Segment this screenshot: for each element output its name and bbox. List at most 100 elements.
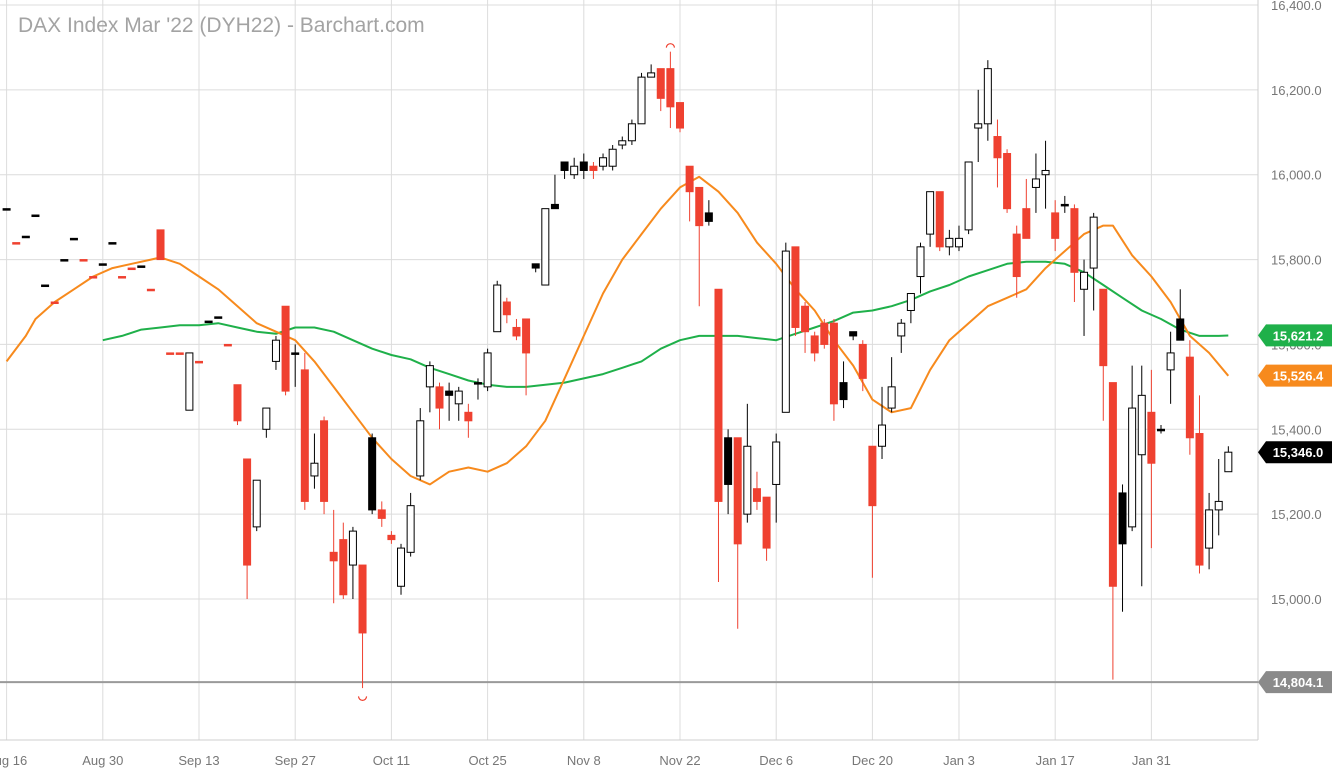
candle-body: [512, 326, 521, 337]
candle-body: [281, 305, 290, 392]
candle-body: [1147, 411, 1156, 464]
x-tick-label: Nov 22: [659, 753, 700, 768]
candle-body: [31, 214, 40, 218]
candle-body: [685, 165, 694, 193]
candle-body: [69, 237, 78, 241]
price-tag-background: [1258, 441, 1332, 464]
candle-body: [714, 288, 723, 502]
price-tag-label: 15,621.2: [1273, 328, 1324, 343]
candle: [695, 186, 704, 307]
candle-body: [531, 263, 540, 269]
candle: [743, 403, 752, 523]
candle-body: [1166, 352, 1175, 371]
candle: [493, 280, 502, 333]
candle-body: [156, 229, 165, 261]
candle: [983, 60, 992, 141]
candle: [1031, 153, 1040, 213]
candle-body: [175, 352, 184, 355]
candle: [358, 564, 367, 689]
candle: [791, 246, 800, 336]
y-tick-label: 15,000.0: [1271, 592, 1322, 607]
candle: [1147, 369, 1156, 549]
candle: [868, 445, 877, 578]
x-tick-label: Sep 27: [275, 753, 316, 768]
candle: [339, 522, 348, 599]
candle: [204, 320, 213, 324]
candle-body: [300, 369, 309, 502]
candle-body: [791, 246, 800, 328]
candle-body: [1041, 169, 1050, 176]
candle-body: [743, 445, 752, 515]
candle: [195, 360, 203, 364]
x-tick-label: Jan 31: [1132, 753, 1171, 768]
candle: [627, 119, 636, 146]
candle: [522, 318, 531, 396]
candle: [473, 378, 482, 400]
candle: [1128, 365, 1137, 532]
candle-body: [425, 365, 434, 388]
candle-body: [41, 284, 50, 288]
candle: [214, 316, 223, 319]
candle-body: [849, 331, 858, 337]
candle: [772, 433, 781, 523]
candle: [310, 433, 319, 489]
x-axis: Aug 16 Aug 30 Sep 13 Sep 27 Oct 11 Oct 25 Nov …: [0, 753, 1171, 768]
candle: [368, 433, 377, 515]
candle-body: [1099, 288, 1108, 367]
candle-body: [214, 316, 223, 319]
candle-body: [204, 320, 213, 324]
candle-body: [627, 123, 636, 142]
candle-body: [223, 343, 232, 347]
candle-body: [252, 479, 261, 528]
candle: [781, 242, 790, 413]
candle: [223, 343, 232, 347]
candle: [300, 352, 309, 510]
candle: [262, 407, 271, 438]
candle-body: [1185, 356, 1194, 439]
candle: [1089, 212, 1098, 311]
candle-body: [550, 203, 559, 210]
x-tick-label: Sep 13: [178, 753, 219, 768]
candle-body: [1108, 382, 1117, 587]
candle: [1099, 288, 1108, 421]
candle: [50, 301, 59, 304]
x-tick-label: Dec 6: [759, 753, 793, 768]
candle: [243, 458, 252, 599]
x-tick-label: Oct 25: [468, 753, 506, 768]
candle: [1224, 446, 1233, 473]
candle-body: [887, 386, 896, 409]
candle: [589, 161, 598, 179]
candle: [69, 237, 78, 241]
x-tick-label: Jan 17: [1036, 753, 1075, 768]
candle-body: [858, 343, 867, 379]
candle: [1003, 149, 1012, 213]
y-tick-label: 15,200.0: [1271, 507, 1322, 522]
candle-body: [1214, 500, 1223, 511]
candle: [118, 276, 127, 279]
candle: [1176, 289, 1185, 341]
candle-body: [647, 72, 656, 78]
candle: [98, 263, 107, 266]
x-tick-label: Aug 30: [82, 753, 123, 768]
candle: [291, 344, 300, 387]
candle: [1108, 382, 1117, 680]
candle: [425, 361, 434, 413]
candle: [1022, 178, 1031, 239]
candle-body: [906, 293, 915, 311]
candle: [329, 509, 338, 604]
candle-body: [724, 437, 733, 485]
candle-body: [1060, 203, 1069, 207]
candle: [945, 229, 954, 256]
candle: [906, 293, 915, 324]
candle-body: [195, 360, 203, 364]
candle: [752, 471, 761, 510]
candle-body: [50, 301, 59, 304]
moving-average-green: [102, 260, 1229, 388]
candle: [964, 161, 973, 235]
candle: [704, 200, 713, 226]
candle: [685, 165, 694, 222]
candle: [166, 352, 175, 355]
candle: [974, 89, 983, 162]
candle-body: [608, 148, 617, 167]
candle: [320, 416, 329, 515]
